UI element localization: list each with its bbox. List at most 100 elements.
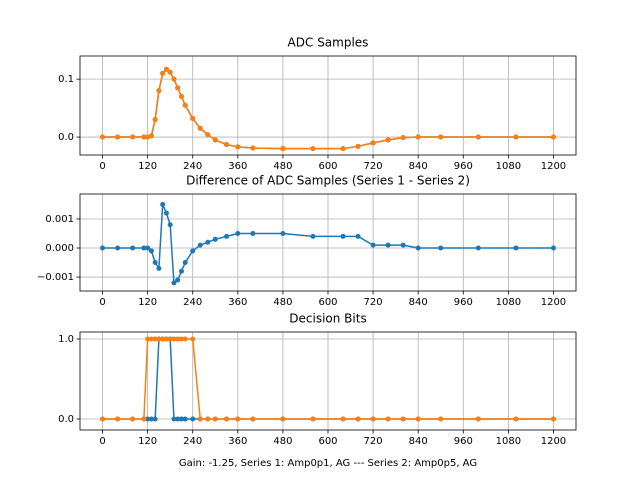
data-point: [550, 134, 556, 140]
data-point: [156, 88, 162, 94]
data-point: [182, 336, 188, 342]
data-point: [355, 143, 361, 149]
data-point: [182, 102, 188, 108]
data-point: [141, 245, 147, 251]
data-point: [475, 134, 481, 140]
data-point: [212, 236, 218, 242]
x-tick-label: 840: [409, 436, 428, 447]
data-point: [310, 146, 316, 152]
data-point: [197, 242, 203, 248]
data-point: [250, 416, 256, 422]
y-tick-label: 0.0: [58, 414, 74, 425]
data-point: [370, 140, 376, 146]
data-point: [100, 416, 106, 422]
data-point: [250, 145, 256, 151]
data-point: [171, 336, 177, 342]
data-point: [475, 416, 481, 422]
data-point: [205, 239, 211, 245]
x-tick-label: 960: [454, 297, 473, 308]
data-point: [235, 144, 241, 150]
subplot: 0 120 240 360 480 600 720 840 960 1080 1200 0.0 1.0 D…: [58, 312, 577, 469]
data-point: [235, 416, 241, 422]
data-point: [340, 146, 346, 152]
data-point: [340, 233, 346, 239]
x-tick-label: 840: [409, 297, 428, 308]
x-tick-label: 0: [99, 161, 105, 172]
data-point: [100, 134, 106, 140]
x-tick-label: 960: [454, 161, 473, 172]
data-point: [130, 245, 136, 251]
data-point: [438, 245, 444, 251]
data-point: [212, 416, 218, 422]
x-tick-label: 600: [318, 297, 337, 308]
data-point: [415, 416, 421, 422]
x-tick-label: 1200: [541, 297, 566, 308]
data-point: [178, 94, 184, 100]
x-tick-label: 1080: [496, 161, 521, 172]
x-tick-label: 0: [99, 297, 105, 308]
data-point: [178, 416, 184, 422]
data-point: [310, 416, 316, 422]
data-point: [340, 416, 346, 422]
x-tick-label: 840: [409, 161, 428, 172]
data-point: [415, 245, 421, 251]
data-point: [182, 260, 188, 266]
x-tick-label: 720: [364, 297, 383, 308]
data-point: [513, 416, 519, 422]
data-point: [182, 416, 188, 422]
data-point: [152, 416, 158, 422]
x-tick-label: 120: [138, 161, 157, 172]
data-point: [190, 248, 196, 254]
data-point: [205, 132, 211, 138]
x-tick-label: 480: [273, 297, 292, 308]
subplot-title: Decision Bits: [289, 312, 366, 326]
axes-frame: [79, 193, 577, 292]
subplot: 0 120 240 360 480 600 720 840 960 1080 1200 −0.001 0…: [37, 174, 577, 308]
axes-frame: [79, 55, 577, 156]
axes-frame: [79, 331, 577, 431]
data-point: [167, 69, 173, 75]
data-point: [175, 416, 181, 422]
x-tick-label: 360: [228, 297, 247, 308]
data-point: [130, 134, 136, 140]
data-point: [385, 137, 391, 143]
data-point: [550, 245, 556, 251]
x-tick-label: 600: [318, 161, 337, 172]
data-point: [152, 117, 158, 123]
data-point: [145, 336, 151, 342]
data-point: [513, 134, 519, 140]
data-point: [156, 336, 162, 342]
data-point: [212, 137, 218, 143]
x-tick-label: 720: [364, 436, 383, 447]
data-point: [235, 230, 241, 236]
data-point: [550, 416, 556, 422]
data-point: [190, 336, 196, 342]
data-point: [141, 416, 147, 422]
x-tick-label: 1200: [541, 436, 566, 447]
data-point: [224, 416, 230, 422]
data-point: [197, 125, 203, 131]
data-point: [190, 116, 196, 122]
data-point: [280, 146, 286, 152]
data-point: [175, 85, 181, 91]
data-point: [475, 245, 481, 251]
x-tick-label: 0: [99, 436, 105, 447]
x-tick-label: 1080: [496, 297, 521, 308]
data-point: [141, 134, 147, 140]
data-point: [250, 230, 256, 236]
data-point: [152, 260, 158, 266]
data-point: [205, 416, 211, 422]
data-point: [148, 248, 154, 254]
y-tick-label: 1.0: [58, 334, 74, 345]
x-tick-label: 240: [183, 436, 202, 447]
data-point: [156, 265, 162, 271]
data-point: [145, 416, 151, 422]
series-line: [102, 68, 554, 150]
x-tick-label: 120: [138, 297, 157, 308]
x-tick-label: 240: [183, 161, 202, 172]
data-point: [280, 416, 286, 422]
x-tick-label: 480: [273, 161, 292, 172]
data-point: [175, 277, 181, 283]
data-point: [100, 245, 106, 251]
